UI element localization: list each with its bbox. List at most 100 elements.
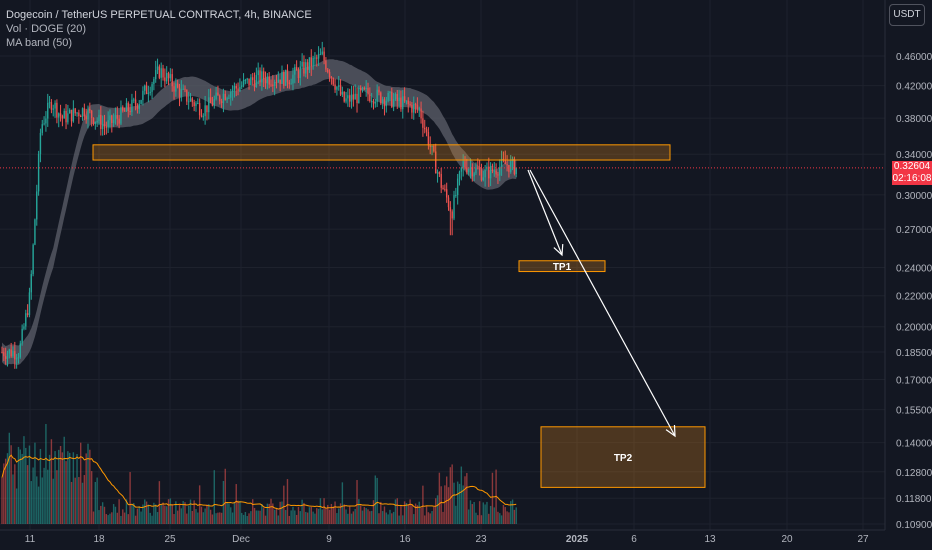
volume-bar: [398, 515, 400, 524]
candle-body: [268, 76, 270, 85]
volume-bar: [275, 508, 278, 524]
candle-body: [460, 167, 463, 172]
zone-tp2[interactable]: [540, 426, 706, 488]
candle-body: [76, 112, 78, 114]
volume-bar: [74, 477, 76, 524]
maband-indicator-label[interactable]: MA band (50): [6, 37, 73, 49]
volume-bar: [160, 504, 162, 524]
symbol-title[interactable]: Dogecoin / TetherUS PERPETUAL CONTRACT, …: [6, 9, 312, 21]
candle-body: [96, 120, 98, 122]
volume-bar: [123, 512, 126, 524]
time-tick-label: 27: [857, 534, 869, 545]
volume-bar: [383, 506, 386, 524]
volume-bar: [327, 504, 329, 524]
volume-bar: [209, 509, 212, 524]
volume-bar: [365, 508, 367, 524]
candle-body: [140, 100, 142, 104]
volume-bar: [200, 506, 203, 524]
volume-bar: [394, 499, 397, 524]
resistance-zone[interactable]: [92, 144, 671, 161]
candle-body: [345, 98, 347, 102]
price-axis[interactable]: 0.46000 0.42000 0.38000 0.34000 0.30000 0.270…: [0, 0, 932, 531]
candle-body: [72, 108, 75, 122]
volume-bar: [224, 468, 226, 524]
last-price-tag: 0.32604 02:16:08: [892, 161, 932, 185]
candle-body: [513, 158, 516, 174]
candle-body: [129, 110, 131, 113]
volume-bar: [411, 505, 413, 524]
volume-bar: [513, 509, 516, 524]
volume-bar: [273, 509, 276, 524]
volume-bar: [359, 505, 362, 524]
zone-tp1[interactable]: [518, 260, 606, 273]
candle-body: [284, 69, 287, 86]
candle-body: [220, 101, 223, 103]
volume-bar: [361, 510, 364, 524]
volume-bar: [12, 474, 14, 524]
candle-body: [444, 189, 446, 191]
volume-bar: [425, 506, 428, 524]
volume-bar: [228, 503, 230, 524]
volume-bar: [290, 510, 292, 524]
candle-body: [193, 102, 195, 107]
chart-grid: [0, 0, 885, 530]
volume-bar: [23, 436, 25, 524]
volume-bar: [500, 515, 503, 524]
candle-body: [133, 99, 135, 101]
volume-bar: [396, 498, 398, 524]
candle-body: [343, 91, 345, 102]
volume-bar: [131, 504, 133, 524]
candle-body: [37, 154, 40, 192]
volume-bar: [195, 509, 197, 524]
candle-body: [246, 78, 248, 80]
volume-bar: [140, 511, 142, 524]
volume-bar: [235, 484, 237, 524]
volume-bar: [87, 443, 89, 524]
candle-body: [429, 145, 431, 148]
candle-body: [445, 189, 448, 198]
candle-body: [26, 313, 29, 315]
volume-bar: [429, 513, 431, 524]
volume-bar: [206, 504, 208, 524]
currency-button[interactable]: USDT: [889, 4, 925, 26]
target-zones[interactable]: TP1 TP2: [92, 144, 706, 488]
volume-bar: [26, 465, 29, 524]
candle-body: [272, 84, 274, 86]
volume-bar: [316, 508, 318, 524]
volume-bar: [413, 514, 415, 524]
volume-bar: [281, 501, 283, 524]
candle-body: [123, 110, 126, 112]
candle-body: [200, 115, 203, 117]
volume-bar: [56, 470, 58, 524]
candle-body: [211, 102, 214, 106]
candle-body: [1, 352, 3, 354]
candle-body: [435, 151, 437, 174]
volume-indicator-label[interactable]: Vol · DOGE (20): [6, 23, 87, 35]
volume-bar: [17, 446, 20, 524]
volume-bar: [1, 477, 3, 524]
candle-body: [12, 351, 14, 357]
candle-body: [65, 110, 67, 123]
candle-body: [297, 70, 300, 79]
candle-body: [442, 187, 444, 190]
candle-body: [488, 166, 490, 179]
candle-body: [178, 87, 181, 98]
candle-body: [402, 96, 404, 110]
volume-bar: [202, 512, 204, 524]
volume-bar: [54, 451, 56, 524]
candle-body: [299, 66, 301, 79]
candle-body: [394, 93, 397, 100]
candle-body: [103, 124, 106, 127]
volume-bar: [180, 508, 183, 524]
volume-bar: [193, 500, 195, 524]
time-axis[interactable]: 11 18 25 Dec 9 16 23 2025 6 13 20 27: [0, 529, 885, 545]
candle-body: [30, 274, 32, 293]
volume-bar: [15, 488, 18, 524]
volume-bar: [175, 501, 177, 524]
volume-bar: [120, 515, 122, 524]
volume-bar: [217, 512, 219, 524]
volume-bar: [416, 505, 419, 524]
volume-bar: [37, 486, 40, 524]
volume-bar: [164, 505, 166, 524]
